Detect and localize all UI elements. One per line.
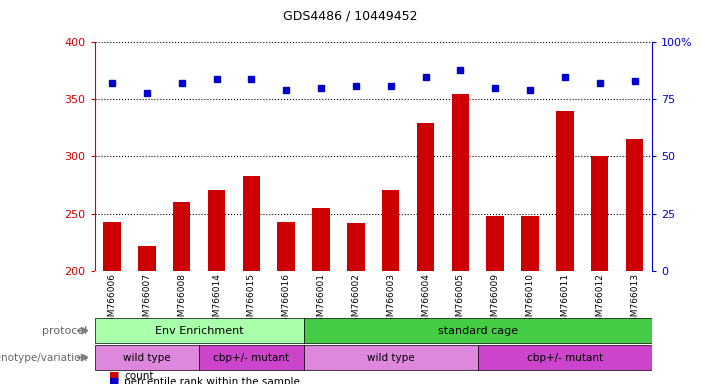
Text: GSM766007: GSM766007 [142, 273, 151, 328]
Bar [486, 216, 504, 271]
Bar [207, 190, 225, 271]
Text: GSM766016: GSM766016 [282, 273, 291, 328]
Bar [95, 318, 304, 343]
Bar [103, 222, 121, 271]
Text: standard cage: standard cage [437, 326, 518, 336]
Text: GSM766003: GSM766003 [386, 273, 395, 328]
Text: GSM766004: GSM766004 [421, 273, 430, 328]
Text: cbp+/- mutant: cbp+/- mutant [526, 353, 603, 362]
Bar [591, 157, 608, 271]
Text: cbp+/- mutant: cbp+/- mutant [213, 353, 290, 362]
Text: GSM766009: GSM766009 [491, 273, 500, 328]
Bar [278, 222, 295, 271]
Bar [382, 190, 400, 271]
Bar [347, 223, 365, 271]
Text: GSM766002: GSM766002 [351, 273, 360, 328]
Text: Env Enrichment: Env Enrichment [155, 326, 243, 336]
Bar [199, 345, 304, 370]
Bar [626, 139, 644, 271]
Bar [95, 345, 199, 370]
Text: GSM766010: GSM766010 [526, 273, 535, 328]
Text: GSM766006: GSM766006 [107, 273, 116, 328]
Text: GSM766012: GSM766012 [595, 273, 604, 328]
Text: GSM766011: GSM766011 [560, 273, 569, 328]
Text: genotype/variation: genotype/variation [0, 353, 88, 362]
Text: GSM766005: GSM766005 [456, 273, 465, 328]
Text: ■: ■ [109, 377, 119, 384]
Bar [304, 318, 652, 343]
Bar [556, 111, 573, 271]
Text: wild type: wild type [123, 353, 171, 362]
Bar [478, 345, 652, 370]
Bar [138, 246, 156, 271]
Text: wild type: wild type [367, 353, 414, 362]
Bar [173, 202, 191, 271]
Bar [304, 345, 478, 370]
Text: GSM766001: GSM766001 [317, 273, 325, 328]
Bar [522, 216, 539, 271]
Text: protocol: protocol [42, 326, 88, 336]
Bar [417, 123, 434, 271]
Text: GSM766008: GSM766008 [177, 273, 186, 328]
Bar [243, 176, 260, 271]
Text: GSM766014: GSM766014 [212, 273, 221, 328]
Text: GDS4486 / 10449452: GDS4486 / 10449452 [283, 10, 418, 23]
Bar [313, 208, 329, 271]
Text: GSM766015: GSM766015 [247, 273, 256, 328]
Text: GSM766013: GSM766013 [630, 273, 639, 328]
Bar [451, 94, 469, 271]
Text: count: count [124, 371, 154, 381]
Text: percentile rank within the sample: percentile rank within the sample [124, 377, 300, 384]
Text: ■: ■ [109, 371, 119, 381]
